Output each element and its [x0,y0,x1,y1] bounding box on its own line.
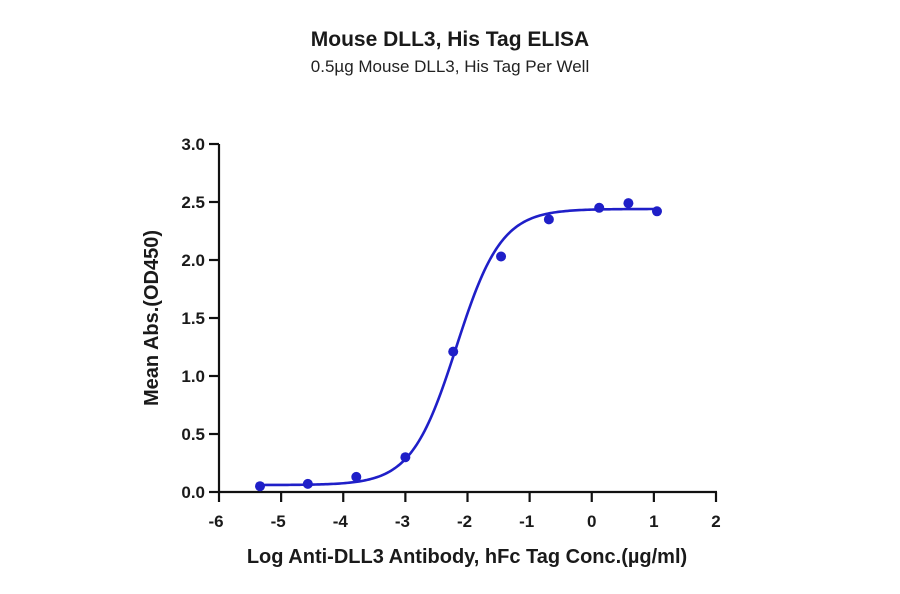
chart-subtitle: 0.5µg Mouse DLL3, His Tag Per Well [310,57,590,76]
data-point [255,481,266,492]
x-tick-label: 1 [649,512,658,531]
y-tick-label: 2.0 [181,251,205,270]
data-point [448,346,459,357]
x-tick-label: -3 [395,512,410,531]
fit-curve-path [259,207,657,487]
data-point [543,214,554,225]
x-axis-label: Log Anti-DLL3 Antibody, hFc Tag Conc.(µg… [247,546,687,568]
data-point [623,198,634,209]
data-point [302,478,313,489]
data-point [496,251,507,262]
y-tick-label: 2.5 [181,193,205,212]
y-tick-label: 0.5 [181,425,205,444]
axes: 0.0 0.5 1.0 1.5 2.0 2.5 3.0 -6 -5 -4 -3 -2 -1 0 1 2 [181,135,720,531]
chart-title: Mouse DLL3, His Tag ELISA [310,28,590,51]
y-tick-label: 1.5 [181,309,205,328]
y-tick-label: 0.0 [181,483,205,502]
data-point [400,452,411,463]
x-tick-label: -2 [457,512,472,531]
data-point [651,206,662,217]
y-tick-label: 1.0 [181,367,205,386]
x-tick-label: 2 [711,512,720,531]
x-tick-label: -1 [519,512,534,531]
data-point [351,471,362,482]
data-point [594,202,605,213]
y-axis-label: Mean Abs.(OD450) [141,230,163,406]
y-tick-label: 3.0 [181,135,205,154]
data-points [255,198,662,492]
x-tick-label: -5 [271,512,286,531]
x-tick-label: -6 [208,512,223,531]
x-tick-label: 0 [587,512,596,531]
fit-curve [259,207,657,487]
x-tick-label: -4 [333,512,349,531]
